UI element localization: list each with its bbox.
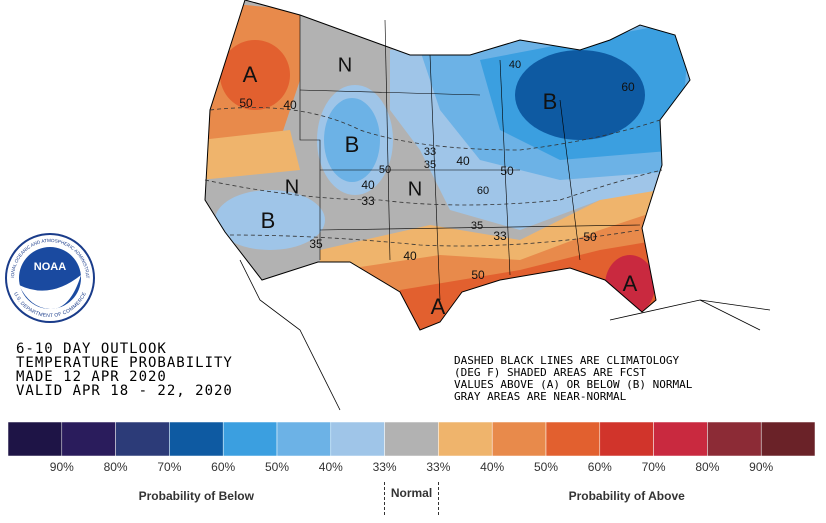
map-label: 60 [621, 80, 635, 94]
legend-label: 50% [265, 460, 289, 474]
legend-label: 90% [50, 460, 74, 474]
legend-swatch [438, 421, 493, 457]
note-line: GRAY AREAS ARE NEAR-NORMAL [454, 390, 627, 403]
noaa-logo: NOAA NATIONAL OCEANIC AND ATMOSPHERIC AD… [0, 0, 95, 323]
map-label: A [623, 271, 638, 296]
legend: 90% 80% 70% 60% 50% 40% 33% 33% 40% 50% 60% 70% 80% 9… [7, 421, 816, 516]
legend-label: 40% [480, 460, 504, 474]
legend-swatch [7, 421, 63, 457]
legend-swatch [599, 421, 654, 457]
legend-swatch [545, 421, 601, 457]
legend-label: 70% [157, 460, 181, 474]
legend-label: 80% [695, 460, 719, 474]
legend-above: Probability of Above [569, 489, 686, 503]
title-line: MADE 12 APR 2020 [16, 369, 167, 385]
map-label: 50 [583, 230, 597, 244]
state-lines [299, 15, 641, 301]
map-label: 40 [456, 154, 470, 168]
map-label: 33 [361, 194, 375, 208]
legend-label: 60% [588, 460, 612, 474]
map-label: 33 [424, 146, 436, 158]
legend-swatch [222, 421, 278, 457]
legend-swatch [760, 421, 816, 457]
map-label: N [408, 178, 422, 200]
legend-swatch [276, 421, 332, 457]
legend-label: 60% [211, 460, 235, 474]
map-label: B [261, 208, 276, 233]
map-label: 50 [239, 96, 253, 110]
title-line: TEMPERATURE PROBABILITY [16, 355, 233, 371]
map-label: A [243, 62, 258, 87]
map-label: 50 [500, 164, 514, 178]
map-label: 40 [361, 178, 375, 192]
legend-label: 50% [534, 460, 558, 474]
legend-label: 33% [426, 460, 450, 474]
legend-label: 40% [319, 460, 343, 474]
legend-swatch [384, 421, 439, 457]
legend-below: Probability of Below [139, 489, 255, 503]
legend-swatch [653, 421, 708, 457]
map-label: N [285, 176, 299, 198]
map-label: 35 [424, 159, 436, 171]
map-label: 50 [471, 268, 485, 282]
note-line: DASHED BLACK LINES ARE CLIMATOLOGY [454, 354, 680, 367]
legend-swatch [169, 421, 224, 457]
coast-lines [239, 259, 771, 411]
map-label: 35 [309, 237, 323, 251]
legend-label: 80% [104, 460, 128, 474]
note-line: VALUES ABOVE (A) OR BELOW (B) NORMAL [454, 378, 693, 391]
notes: DASHED BLACK LINES ARE CLIMATOLOGY(DEG F… [454, 354, 693, 403]
legend-swatch [115, 421, 170, 457]
legend-swatch [491, 421, 547, 457]
map-label: N [338, 54, 352, 76]
map-label: 40 [283, 98, 297, 112]
title-line: VALID APR 18 - 22, 2020 [16, 383, 233, 399]
legend-swatch [330, 421, 385, 457]
title-line: 6-10 DAY OUTLOOK [16, 341, 167, 357]
legend-swatch [707, 421, 762, 457]
legend-normal: Normal [391, 486, 432, 500]
map-label: B [345, 132, 360, 157]
map-label: 40 [509, 59, 521, 71]
legend-label: 90% [749, 460, 773, 474]
legend-swatch [61, 421, 116, 457]
legend-label: 33% [373, 460, 397, 474]
map-label: 40 [403, 249, 417, 263]
us-outline [204, 0, 691, 331]
logo-name: NOAA [34, 261, 66, 273]
legend-label: 70% [642, 460, 666, 474]
climatology-lines [204, 107, 663, 247]
map-label: B [543, 89, 558, 114]
map-label: A [431, 294, 446, 319]
note-line: (DEG F) SHADED AREAS ARE FCST [454, 366, 646, 379]
map-label: 50 [379, 164, 391, 176]
map-label: 33 [493, 229, 507, 243]
map-label: 60 [477, 185, 489, 197]
map-label: 35 [471, 220, 483, 232]
